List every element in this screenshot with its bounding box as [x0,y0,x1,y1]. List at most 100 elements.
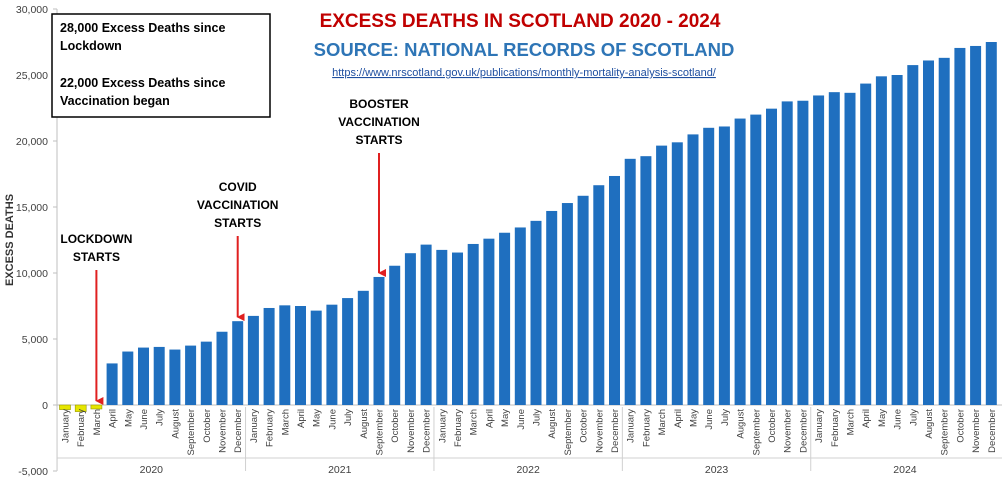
bar [483,238,495,405]
bar [938,57,950,406]
annotation-label: COVID [219,180,257,194]
bar [232,321,244,405]
x-tick-label: April [673,409,684,428]
bar [875,76,887,405]
x-tick-label: March [280,409,291,435]
x-tick-label: September [186,409,197,455]
x-tick-label: January [814,409,825,443]
x-tick-label: June [139,409,150,430]
year-label: 2023 [705,464,729,476]
bar [357,290,369,405]
x-tick-label: August [359,409,370,439]
x-tick-label: February [641,409,652,447]
x-tick-label: October [767,409,778,443]
bar [169,349,181,405]
bar [656,145,668,405]
annotation-label: STARTS [355,133,402,147]
x-tick-label: July [532,409,543,426]
bar [389,265,401,405]
bar [640,156,652,405]
bar [404,253,416,405]
x-tick-label: July [155,409,166,426]
year-label: 2022 [516,464,540,476]
x-tick-label: June [893,409,904,430]
x-tick-label: July [343,409,354,426]
info-line-4: Vaccination began [60,94,170,108]
annotation-label: VACCINATION [197,198,279,212]
annotation-label: STARTS [73,250,120,264]
bar [295,306,306,405]
bar [263,307,275,405]
bar [74,404,87,412]
x-tick-label: January [437,409,448,443]
bar [860,83,872,405]
y-tick-label: 15,000 [16,202,48,214]
bar [985,42,997,405]
bar [828,92,840,405]
x-tick-label: December [987,409,998,453]
bar [624,158,636,405]
chart-subtitle: SOURCE: NATIONAL RECORDS OF SCOTLAND [314,39,735,60]
bar [577,195,589,405]
info-line-1: 28,000 Excess Deaths since [60,21,225,35]
bar [609,175,620,405]
x-tick-label: August [547,409,558,439]
bar [200,341,212,405]
y-axis-label: EXCESS DEATHS [4,194,16,286]
bar [279,305,291,405]
bar [420,244,432,405]
y-tick-label: 0 [42,400,48,412]
x-tick-label: December [233,409,244,453]
x-tick-label: October [390,409,401,443]
x-tick-label: January [61,409,72,443]
x-tick-label: March [469,409,480,435]
annotation-label: VACCINATION [338,115,420,129]
x-tick-label: October [955,409,966,443]
bar [138,347,149,405]
x-tick-label: October [202,409,213,443]
bar [797,100,809,406]
x-tick-label: June [704,409,715,430]
bar [185,345,197,405]
bar [970,45,982,406]
x-tick-label: June [516,409,527,430]
bar [247,315,259,405]
x-tick-label: February [453,409,464,447]
bar [734,118,746,405]
bar [718,126,730,405]
bar [514,227,526,405]
x-tick-label: July [908,409,919,426]
x-tick-label: April [108,409,119,428]
bar [561,203,573,405]
year-label: 2020 [140,464,164,476]
x-tick-label: August [170,409,181,439]
bar [59,404,71,410]
x-tick-label: April [484,409,495,428]
x-tick-label: January [626,409,637,443]
y-tick-label: 25,000 [16,70,48,82]
x-tick-label: February [76,409,87,447]
y-tick-label: 10,000 [16,268,48,280]
x-tick-label: March [657,409,668,435]
bar [90,404,103,410]
bar [703,127,715,406]
bars [59,42,997,412]
x-tick-label: December [798,409,809,453]
x-tick-label: March [846,409,857,435]
x-tick-label: August [736,409,747,439]
x-tick-label: September [563,409,574,455]
bar [342,298,354,405]
y-tick-label: 5,000 [22,334,48,346]
x-tick-label: May [689,409,700,427]
bar [766,108,777,405]
bar [750,114,762,405]
bar [891,75,903,405]
bar [106,363,118,405]
chart-title: EXCESS DEATHS IN SCOTLAND 2020 - 2024 [320,11,721,32]
bar [310,310,322,405]
bar [781,101,793,406]
x-axis-year-labels: 2020 2021 2022 2023 2024 [56,407,1002,476]
source-link[interactable]: https://www.nrscotland.gov.uk/publicatio… [332,67,717,79]
bar [467,243,479,405]
bar [452,252,463,405]
